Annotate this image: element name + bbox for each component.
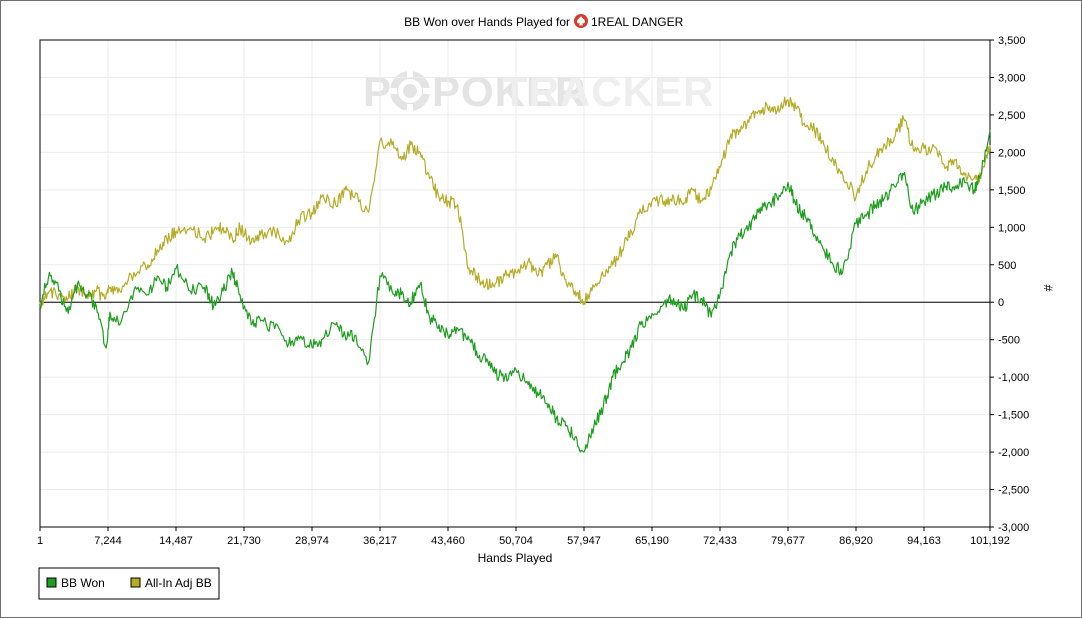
- x-tick-label: 28,974: [295, 535, 329, 547]
- legend: BB Won All-In Adj BB: [38, 567, 220, 600]
- y-tick-label: -2,500: [998, 485, 1029, 497]
- y-tick-label: -3,000: [998, 522, 1029, 534]
- x-tick-label: 94,163: [907, 535, 941, 547]
- x-tick-label: 1: [37, 535, 43, 547]
- x-tick-label: 86,920: [839, 535, 873, 547]
- y-tick-label: 1,500: [998, 185, 1026, 197]
- y-tick-label: -2,000: [998, 447, 1029, 459]
- watermark-letter-p: P: [363, 68, 392, 115]
- y-tick-label: 0: [998, 297, 1004, 309]
- x-tick-label: 36,217: [363, 535, 397, 547]
- y-axis: -3,000 -2,500 -2,000 -1,500 -1,000 -500 0 500 1,…: [990, 35, 1029, 534]
- chart-title-prefix: BB Won over Hands Played for: [404, 15, 570, 29]
- x-axis-title: Hands Played: [478, 551, 553, 565]
- y-tick-label: 3,000: [998, 72, 1026, 84]
- x-tick-label: 50,704: [499, 535, 533, 547]
- legend-item-bb-won[interactable]: BB Won: [46, 576, 105, 590]
- x-tick-label: 72,433: [703, 535, 737, 547]
- watermark: P POKER TRACKER: [363, 68, 714, 115]
- spade-icon: [574, 14, 588, 28]
- series-lines: [39, 96, 991, 453]
- series-line-bb-won: [39, 129, 991, 453]
- y-tick-label: 500: [998, 260, 1016, 272]
- y-axis-title: #: [1041, 285, 1055, 292]
- watermark-part2: TRACKER: [502, 68, 714, 115]
- x-axis: 1 7,244 14,487 21,730 28,974 36,217 43,460 50,7…: [37, 527, 1010, 547]
- poker-chip-icon: [390, 71, 430, 111]
- y-tick-label: 2,000: [998, 147, 1026, 159]
- y-tick-label: -500: [998, 335, 1020, 347]
- chart-title: BB Won over Hands Played for 1REAL DANGE…: [404, 14, 684, 29]
- x-tick-label: 79,677: [771, 535, 805, 547]
- y-tick-label: 1,000: [998, 222, 1026, 234]
- x-tick-label: 14,487: [159, 535, 193, 547]
- legend-swatch-bb-won: [46, 577, 57, 588]
- y-tick-label: -1,000: [998, 372, 1029, 384]
- chart-title-player: 1REAL DANGER: [591, 15, 684, 29]
- watermark-part1: POKER: [432, 68, 586, 115]
- y-tick-label: 2,500: [998, 110, 1026, 122]
- plot-area: [39, 39, 991, 528]
- x-tick-label: 57,947: [567, 535, 601, 547]
- x-tick-label: 65,190: [635, 535, 669, 547]
- x-tick-label: 21,730: [227, 535, 261, 547]
- legend-label-all-in-adj-bb: All-In Adj BB: [145, 576, 212, 590]
- series-line-all-in-adj-bb: [39, 96, 991, 307]
- x-tick-label: 7,244: [94, 535, 122, 547]
- legend-label-bb-won: BB Won: [61, 576, 105, 590]
- legend-item-all-in-adj-bb[interactable]: All-In Adj BB: [130, 576, 212, 590]
- y-tick-label: 3,500: [998, 35, 1026, 47]
- y-tick-label: -1,500: [998, 410, 1029, 422]
- legend-swatch-all-in-adj-bb: [130, 577, 141, 588]
- x-tick-label: 101,192: [970, 535, 1010, 547]
- x-tick-label: 43,460: [431, 535, 465, 547]
- legend-box: [38, 567, 220, 600]
